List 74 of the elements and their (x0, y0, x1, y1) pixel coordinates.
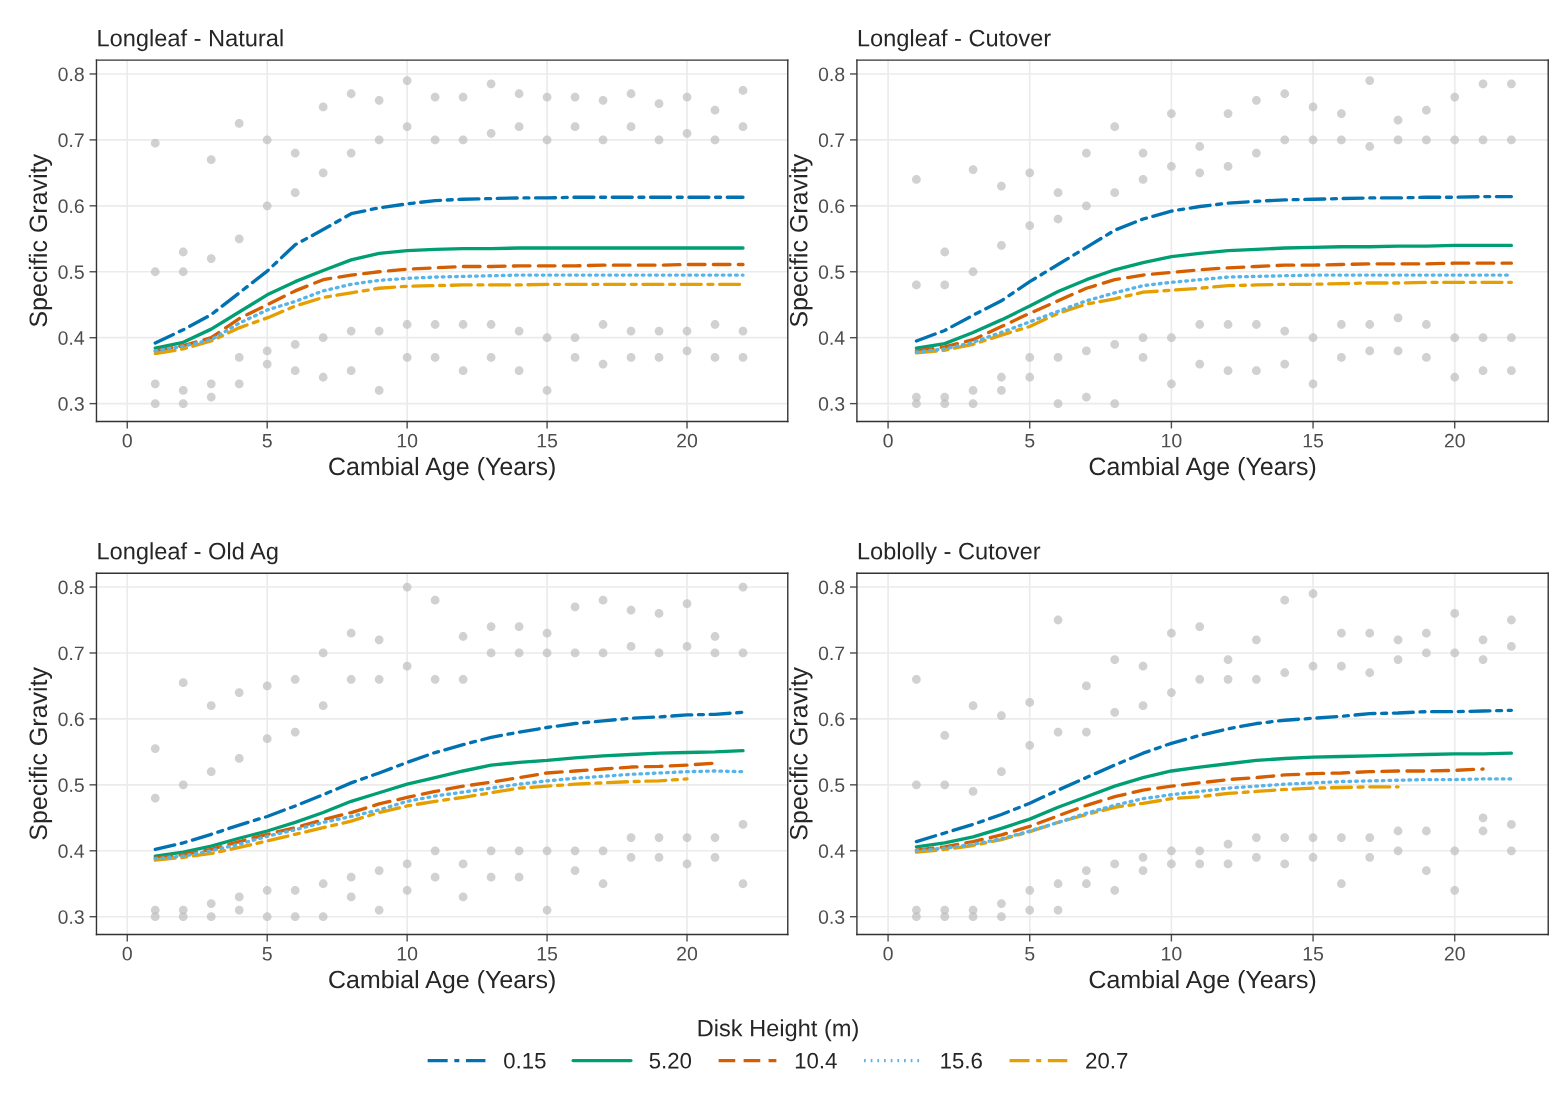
y-tick-label: 0.3 (58, 910, 84, 924)
y-tick-label: 0.4 (58, 331, 85, 345)
y-tick-label: 0.3 (818, 397, 845, 411)
chart-title: Longleaf - Natural (98, 29, 283, 52)
y-axis-title: Specific Gravity (28, 667, 53, 840)
y-tick-label: 0.4 (58, 844, 85, 859)
chart-title: Longleaf - Cutover (858, 29, 1051, 52)
line-series (153, 710, 745, 852)
y-axis-title: Specific Gravity (28, 153, 53, 327)
line-series (914, 785, 1400, 854)
line-series (153, 195, 745, 345)
line-series (914, 708, 1514, 844)
x-axis-title: Cambial Age (Years) (329, 970, 555, 994)
y-tick-label: 0.6 (58, 712, 84, 727)
y-tick-label: 0.6 (818, 712, 845, 727)
line-series (914, 243, 1514, 350)
y-tick-label: 0.8 (58, 580, 84, 595)
y-tick-label: 0.7 (58, 133, 84, 148)
y-tick-label: 0.6 (818, 199, 845, 214)
y-axis-title: Specific Gravity (789, 153, 813, 327)
line-series (153, 748, 745, 858)
x-axis-title: Cambial Age (Years) (1089, 970, 1316, 994)
y-tick-label: 0.5 (58, 265, 84, 279)
y-tick-label: 0.5 (58, 778, 84, 793)
y-tick-label: 0.5 (818, 265, 845, 279)
y-tick-label: 0.3 (58, 397, 84, 411)
y-tick-label: 0.7 (58, 646, 84, 661)
x-tick-label: 15 (1303, 433, 1324, 448)
x-axis-title: Cambial Age (Years) (1089, 456, 1316, 481)
y-tick-label: 0.4 (818, 331, 845, 345)
x-tick-label: 5 (262, 947, 272, 961)
x-tick-label: 10 (1162, 433, 1182, 448)
x-tick-label: 10 (1162, 946, 1182, 961)
y-tick-label: 0.7 (818, 133, 845, 148)
y-tick-label: 0.4 (818, 844, 845, 859)
legend-label: 0.15 (504, 1052, 546, 1069)
x-tick-label: 20 (677, 433, 698, 448)
x-tick-label: 0 (883, 433, 893, 448)
x-tick-label: 15 (1303, 947, 1324, 961)
y-tick-label: 0.8 (818, 580, 845, 595)
line-series (914, 777, 1514, 853)
legend-label: 10.4 (795, 1052, 837, 1069)
x-axis-title: Cambial Age (Years) (329, 456, 555, 481)
y-tick-label: 0.5 (818, 778, 845, 793)
x-tick-label: 0 (883, 946, 893, 961)
x-tick-label: 5 (1025, 947, 1035, 961)
x-tick-label: 10 (397, 946, 418, 961)
x-tick-label: 20 (1444, 433, 1465, 448)
y-tick-label: 0.8 (58, 67, 84, 82)
y-tick-label: 0.3 (818, 910, 845, 924)
line-series (153, 246, 745, 350)
x-tick-label: 10 (397, 433, 418, 448)
chart-title: Loblolly - Cutover (858, 542, 1041, 565)
x-tick-label: 15 (537, 433, 558, 448)
line-series (153, 777, 689, 862)
line-series (914, 751, 1514, 849)
x-tick-label: 5 (1025, 433, 1035, 448)
x-tick-label: 0 (122, 946, 132, 961)
chart-title: Longleaf - Old Ag (98, 542, 278, 565)
legend-label: 20.7 (1086, 1052, 1128, 1069)
line-series (914, 194, 1514, 343)
y-tick-label: 0.7 (818, 646, 845, 661)
x-tick-label: 0 (122, 433, 132, 448)
y-axis-title: Specific Gravity (789, 667, 813, 840)
legend-label: 5.20 (649, 1052, 692, 1069)
x-tick-label: 15 (537, 947, 558, 961)
legend-title: Disk Height (m) (698, 1019, 858, 1042)
y-tick-label: 0.6 (58, 199, 84, 214)
x-tick-label: 5 (262, 433, 272, 448)
legend-label: 15.6 (941, 1052, 982, 1069)
line-series (914, 767, 1485, 852)
y-tick-label: 0.8 (818, 67, 845, 82)
x-tick-label: 20 (1444, 946, 1465, 961)
x-tick-label: 20 (677, 946, 698, 961)
